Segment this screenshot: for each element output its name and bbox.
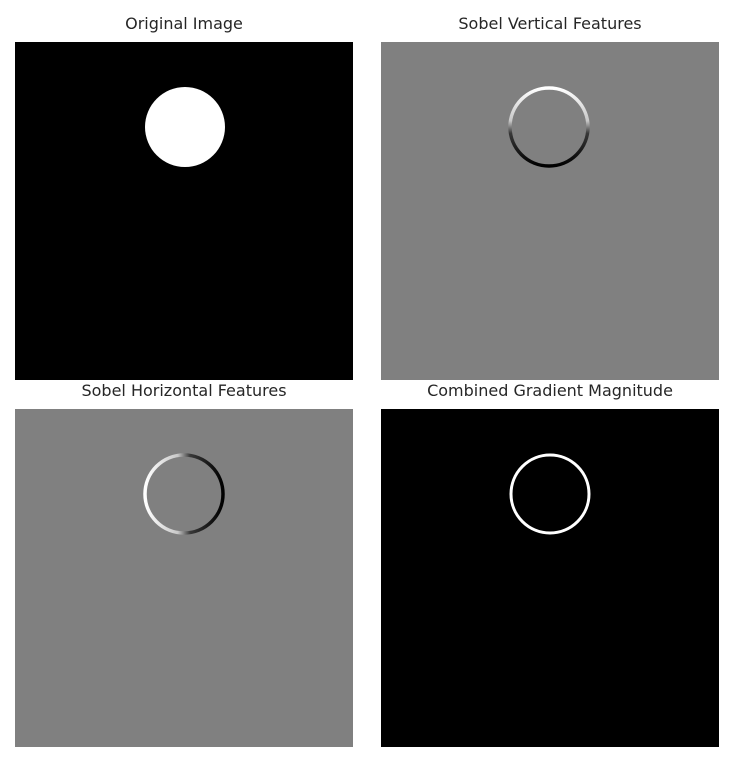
panel-title: Original Image <box>125 14 243 33</box>
edge-ring <box>143 453 225 535</box>
original-image <box>15 42 353 380</box>
panel-title: Combined Gradient Magnitude <box>427 381 673 400</box>
panel-title: Sobel Vertical Features <box>458 14 642 33</box>
image-background <box>381 42 719 380</box>
edge-ring <box>508 86 590 168</box>
sobel-vertical-image <box>381 42 719 380</box>
white-disk <box>145 87 225 167</box>
image-background <box>15 409 353 747</box>
edge-ring <box>509 453 591 535</box>
sobel-horizontal-image <box>15 409 353 747</box>
panel-title: Sobel Horizontal Features <box>81 381 287 400</box>
image-background <box>381 409 719 747</box>
gradient-magnitude-image <box>381 409 719 747</box>
